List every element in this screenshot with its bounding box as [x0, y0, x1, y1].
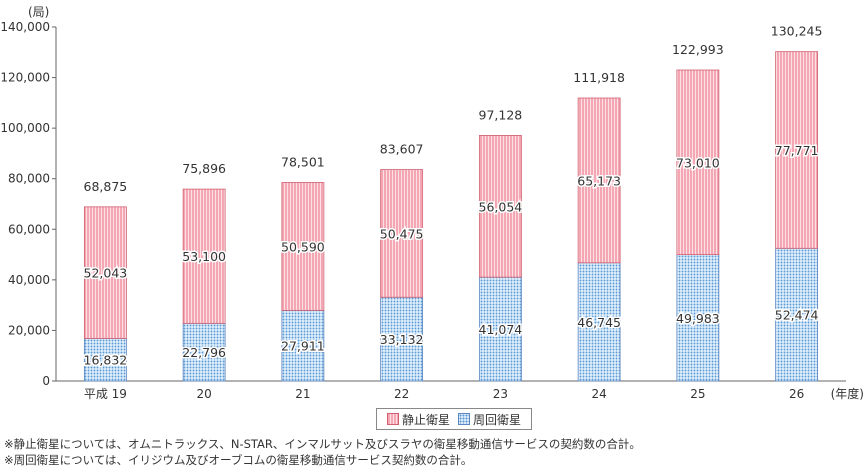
bar-geo [380, 169, 424, 298]
footnotes: ※静止衛星については、オムニトラックス、N-STAR、インマルサット及びスラヤの… [4, 436, 641, 468]
label-geo: 50,590 [281, 239, 325, 254]
x-tick-label: 26 [789, 387, 804, 400]
label-geo: 53,100 [182, 249, 226, 264]
bar-orbit [281, 310, 325, 382]
x-tick-label: 21 [295, 387, 310, 400]
label-total: 97,128 [479, 107, 523, 122]
bar-geo [182, 188, 226, 324]
label-orbit: 49,983 [676, 311, 720, 326]
label-orbit: 22,796 [182, 345, 226, 360]
x-tick-label: 22 [394, 387, 409, 400]
labels-layer: 16,832 52,043 68,875 22,796 53,100 75,896 27,9… [82, 24, 823, 370]
stacked-bar-chart: (局) 0 20,000 40,000 60,000 80,000 100,000 120,… [0, 5, 864, 400]
label-total: 83,607 [380, 142, 424, 157]
label-total: 111,918 [573, 70, 625, 85]
bar-geo [478, 135, 522, 278]
legend: 静止衛星 周回衛星 [376, 408, 533, 430]
label-total: 75,896 [182, 161, 226, 176]
x-tick-label: 20 [196, 387, 211, 400]
label-total: 68,875 [84, 179, 128, 194]
footnote-geo: ※静止衛星については、オムニトラックス、N-STAR、インマルサット及びスラヤの… [4, 437, 641, 451]
bar-orbit [577, 262, 621, 382]
label-geo: 73,010 [676, 155, 720, 170]
legend-swatch-geo [387, 413, 399, 425]
bar-geo [676, 69, 720, 256]
x-tick-label: 23 [493, 387, 508, 400]
label-geo: 56,054 [479, 199, 523, 214]
bar-orbit [380, 296, 424, 382]
x-tick-label: 25 [690, 387, 705, 400]
x-unit-label: (年度) [831, 386, 864, 400]
bar-orbit [182, 322, 226, 382]
label-orbit: 27,911 [281, 339, 325, 354]
x-axis: 平成 19 20 21 22 23 24 25 26 (年度) [84, 386, 864, 400]
footnote-orbit: ※周回衛星については、イリジウム及びオーブコムの衛星移動通信サービス契約数の合計… [4, 453, 473, 467]
legend-swatch-orbit [458, 413, 471, 425]
bars-layer [83, 51, 819, 382]
label-total: 130,245 [771, 24, 823, 39]
y-tick-label: 100,000 [0, 121, 50, 135]
y-tick-label: 60,000 [8, 222, 50, 236]
label-total: 122,993 [672, 42, 724, 57]
y-tick-label: 0 [42, 374, 50, 388]
label-orbit: 16,832 [84, 353, 128, 368]
label-geo: 52,043 [84, 266, 128, 281]
legend-label-orbit: 周回衛星 [473, 412, 522, 427]
bar-geo [83, 206, 127, 339]
x-tick-label: 24 [591, 387, 606, 400]
legend-label-geo: 静止衛星 [402, 412, 451, 427]
y-tick-label: 40,000 [8, 273, 50, 287]
legend-item-orbit: 周回衛星 [458, 411, 521, 428]
bar-orbit [478, 276, 522, 382]
y-unit-label: (局) [28, 5, 49, 19]
legend-item-geo: 静止衛星 [387, 411, 450, 428]
y-tick-label: 20,000 [8, 323, 50, 337]
x-tick-label: 平成 19 [84, 387, 127, 400]
y-tick-label: 120,000 [0, 71, 50, 85]
bar-geo [577, 97, 621, 264]
label-total: 78,501 [281, 155, 325, 170]
bar-geo [281, 182, 325, 311]
y-tick-label: 140,000 [0, 20, 50, 34]
bar-orbit [83, 338, 127, 382]
label-orbit: 33,132 [380, 332, 424, 347]
label-orbit: 46,745 [577, 315, 621, 330]
bar-orbit [676, 254, 720, 382]
label-geo: 65,173 [577, 173, 621, 188]
label-geo: 50,475 [380, 226, 424, 241]
label-orbit: 41,074 [479, 322, 523, 337]
bar-geo [775, 51, 819, 249]
bar-orbit [775, 247, 819, 382]
y-tick-label: 80,000 [8, 172, 50, 186]
label-geo: 77,771 [775, 143, 819, 158]
label-orbit: 52,474 [775, 308, 819, 323]
